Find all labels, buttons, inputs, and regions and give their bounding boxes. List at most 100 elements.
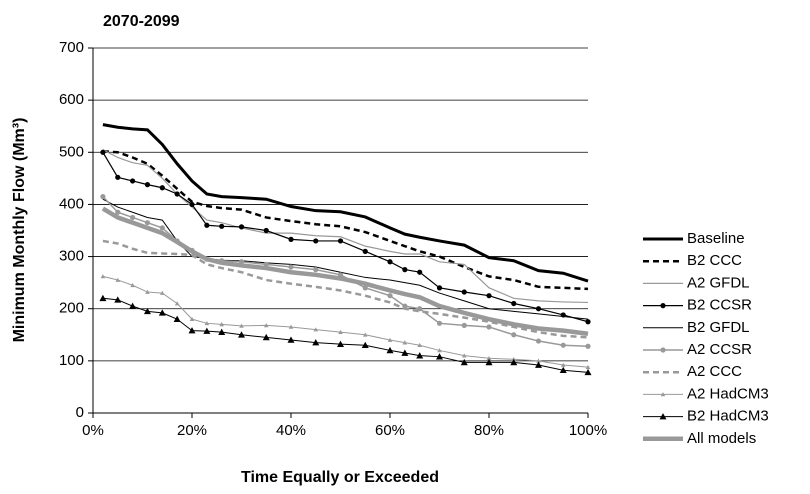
legend-label: A2 HadCM3	[687, 385, 769, 402]
data-point	[145, 289, 150, 294]
data-point	[288, 264, 294, 270]
series-line	[102, 149, 589, 304]
data-point	[585, 343, 591, 349]
data-point	[417, 269, 423, 275]
y-tick-label: 600	[59, 91, 84, 108]
data-point	[436, 320, 443, 326]
data-point	[204, 321, 210, 326]
data-point	[129, 302, 137, 309]
data-point	[288, 324, 294, 329]
data-point	[174, 301, 180, 306]
data-point	[262, 333, 270, 341]
data-point	[461, 289, 467, 295]
y-tick-label: 300	[59, 248, 84, 265]
data-point	[417, 342, 422, 348]
data-point	[387, 259, 393, 265]
data-point	[287, 336, 295, 343]
legend-marker	[660, 303, 666, 309]
data-point	[158, 309, 166, 316]
data-point	[312, 339, 320, 346]
chart-title: 2070-2099	[103, 13, 180, 30]
series-line	[102, 239, 589, 339]
data-point	[238, 331, 245, 338]
data-point	[584, 368, 592, 376]
data-point	[461, 353, 467, 358]
data-point	[337, 238, 344, 244]
x-tick-label: 0%	[82, 422, 104, 439]
data-point	[313, 327, 319, 332]
data-point	[189, 201, 195, 208]
data-point	[486, 355, 492, 361]
y-tick-label: 0	[76, 404, 84, 421]
data-point	[159, 225, 165, 231]
data-point	[100, 194, 106, 200]
data-point	[560, 342, 566, 348]
data-point	[535, 361, 542, 368]
series-line	[102, 149, 589, 291]
legend-label: B2 CCSR	[687, 297, 752, 314]
data-point	[189, 316, 195, 321]
legend-marker	[660, 347, 666, 353]
data-point	[386, 346, 394, 354]
y-axis-label: Minimum Monthly Flow (Mm³)	[11, 118, 28, 343]
y-tick-label: 400	[59, 195, 84, 212]
data-point	[511, 332, 517, 338]
data-point	[387, 337, 393, 342]
data-point	[461, 322, 467, 328]
data-point	[535, 306, 542, 312]
legend-label: B2 CCC	[687, 252, 742, 269]
data-point	[160, 290, 165, 295]
data-point	[337, 340, 344, 347]
data-point	[263, 227, 269, 234]
data-point	[436, 285, 443, 291]
data-point	[115, 174, 121, 180]
x-tick-label: 60%	[375, 422, 405, 439]
data-point	[511, 300, 517, 307]
data-point	[130, 178, 136, 184]
data-point	[401, 349, 409, 356]
y-tick-label: 700	[59, 39, 84, 56]
x-axis-label: Time Equally or Exceeded	[241, 469, 439, 486]
data-point	[115, 277, 121, 282]
series-line	[102, 151, 589, 323]
x-tick-label: 20%	[177, 422, 207, 439]
y-tick-label: 200	[59, 300, 84, 317]
data-point	[130, 214, 136, 221]
data-point	[218, 328, 226, 335]
data-point	[585, 319, 591, 325]
data-point	[402, 267, 408, 273]
legend-label: All models	[687, 430, 756, 447]
data-point	[361, 341, 369, 349]
data-point	[402, 340, 408, 345]
data-point	[115, 209, 121, 215]
legend-label: B2 GFDL	[687, 319, 750, 336]
data-point	[288, 236, 294, 242]
data-point	[100, 149, 106, 155]
data-point	[238, 224, 245, 230]
y-tick-label: 500	[59, 143, 84, 160]
data-point	[188, 327, 196, 334]
data-point	[100, 274, 106, 279]
x-tick-label: 80%	[474, 422, 504, 439]
y-tick-label: 100	[59, 352, 84, 369]
legend-label: A2 GFDL	[687, 274, 750, 291]
data-point	[485, 358, 493, 366]
data-point	[535, 338, 542, 344]
data-point	[99, 294, 107, 302]
data-point	[338, 329, 343, 335]
legend-label: B2 HadCM3	[687, 408, 769, 425]
data-point	[437, 348, 442, 353]
data-point	[387, 293, 393, 299]
data-point	[559, 366, 567, 374]
data-point	[362, 332, 368, 337]
data-point	[144, 182, 151, 188]
legend-label: A2 CCC	[687, 363, 742, 380]
data-point	[173, 315, 181, 322]
data-point	[239, 323, 244, 328]
x-tick-label: 40%	[276, 422, 306, 439]
series-line	[102, 198, 589, 320]
data-point	[416, 352, 424, 359]
series-line	[102, 123, 589, 283]
